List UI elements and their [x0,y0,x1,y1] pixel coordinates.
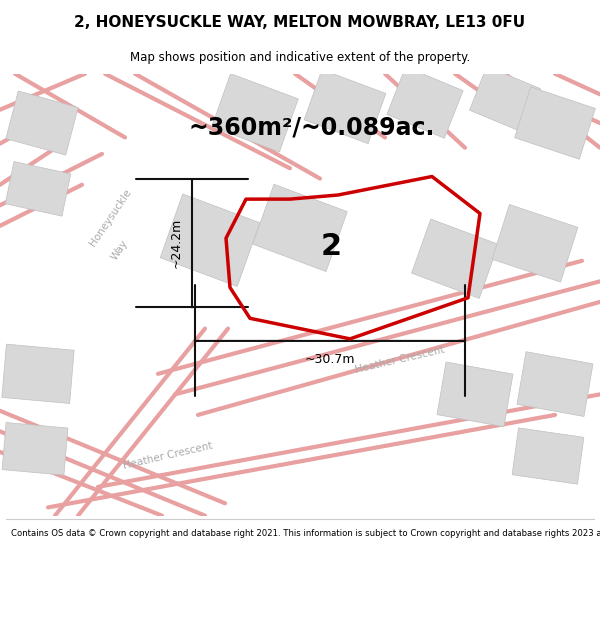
Polygon shape [304,69,386,144]
Text: ~360m²/~0.089ac.: ~360m²/~0.089ac. [189,115,435,139]
Text: Honeysuckle: Honeysuckle [87,188,133,248]
Polygon shape [5,161,71,216]
Polygon shape [2,422,68,475]
Polygon shape [212,74,298,152]
Polygon shape [387,67,463,138]
Polygon shape [2,344,74,404]
Polygon shape [160,194,260,286]
Polygon shape [6,91,78,155]
Text: Way: Way [110,239,130,262]
Polygon shape [517,352,593,416]
Polygon shape [469,66,541,132]
Polygon shape [492,204,578,282]
Text: 2: 2 [320,232,341,261]
Polygon shape [412,219,499,298]
Polygon shape [253,184,347,271]
Text: Contains OS data © Crown copyright and database right 2021. This information is : Contains OS data © Crown copyright and d… [11,529,600,538]
Text: ~24.2m: ~24.2m [170,218,182,268]
Polygon shape [515,87,595,159]
Text: ~30.7m: ~30.7m [305,353,355,366]
Text: 2, HONEYSUCKLE WAY, MELTON MOWBRAY, LE13 0FU: 2, HONEYSUCKLE WAY, MELTON MOWBRAY, LE13… [74,14,526,29]
Text: Map shows position and indicative extent of the property.: Map shows position and indicative extent… [130,51,470,64]
Text: Heather Crescent: Heather Crescent [122,441,214,471]
Polygon shape [437,362,513,427]
Polygon shape [512,428,584,484]
Text: Heather Crescent: Heather Crescent [354,344,446,374]
